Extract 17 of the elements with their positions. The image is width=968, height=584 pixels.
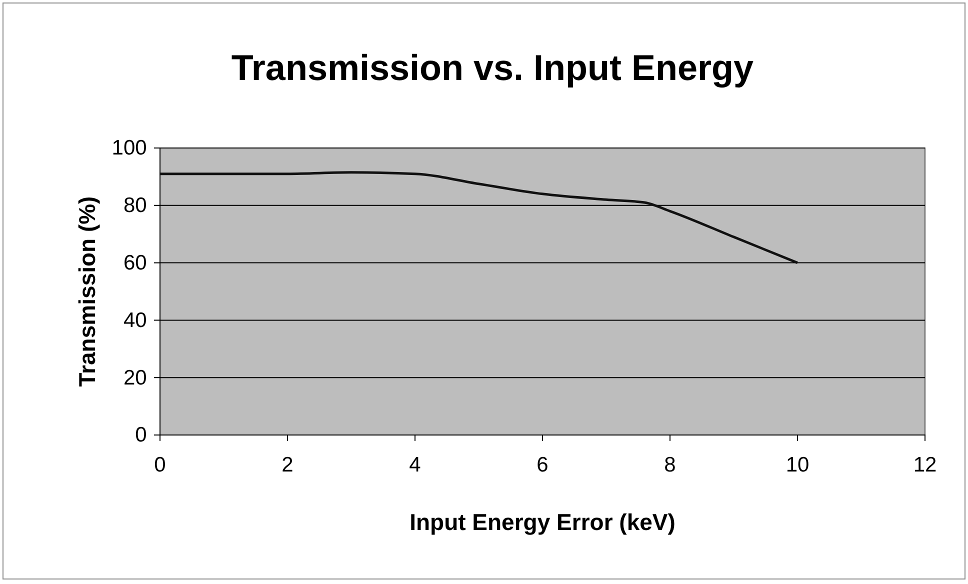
chart-title: Transmission vs. Input Energy [231, 47, 754, 88]
y-tick-label: 60 [123, 252, 147, 275]
x-tick-label: 4 [409, 453, 422, 476]
x-tick-label: 6 [536, 453, 548, 476]
x-tick-label: 2 [282, 453, 294, 476]
x-tick-label: 8 [664, 453, 676, 476]
line-series [158, 171, 799, 264]
x-axis-title: Input Energy Error (keV) [410, 509, 676, 535]
y-axis-title: Transmission (%) [74, 196, 100, 387]
x-tick-label: 10 [786, 453, 810, 476]
y-tick-label: 20 [123, 366, 147, 390]
y-tick-label: 100 [112, 136, 147, 160]
x-tick-label: 12 [913, 453, 937, 476]
y-tick-label: 80 [123, 194, 147, 218]
y-tick-label: 0 [135, 424, 147, 447]
y-tick-label: 40 [123, 308, 147, 332]
x-tick-label: 0 [154, 453, 166, 476]
